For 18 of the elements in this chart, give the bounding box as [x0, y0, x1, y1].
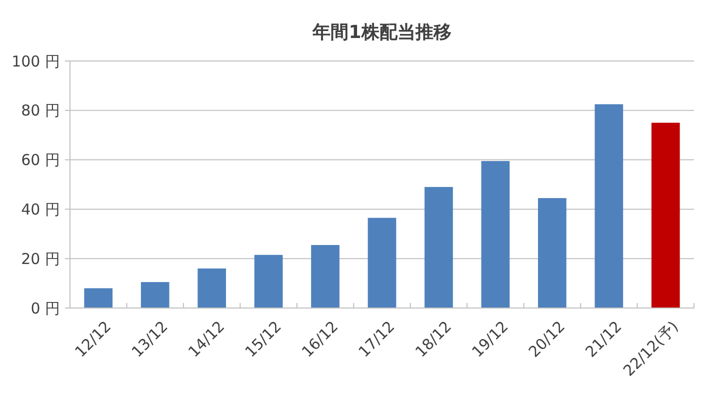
y-tick-label: 20 円 [21, 250, 60, 268]
y-tick-label: 100 円 [12, 52, 60, 70]
chart-title: 年間1株配当推移 [312, 22, 452, 43]
bar [368, 218, 396, 308]
bar [254, 254, 283, 308]
bar [424, 186, 453, 308]
y-tick-label: 40 円 [21, 200, 60, 218]
bar [594, 104, 624, 308]
bar [538, 198, 566, 308]
y-tick-label: 0 円 [30, 299, 60, 318]
bar [311, 245, 340, 308]
bar [140, 282, 170, 308]
y-tick-label: 60 円 [21, 151, 60, 170]
bar [198, 268, 226, 308]
bar [84, 288, 113, 308]
bar [481, 161, 510, 308]
y-tick-label: 80 円 [21, 102, 60, 120]
bar [651, 122, 680, 308]
